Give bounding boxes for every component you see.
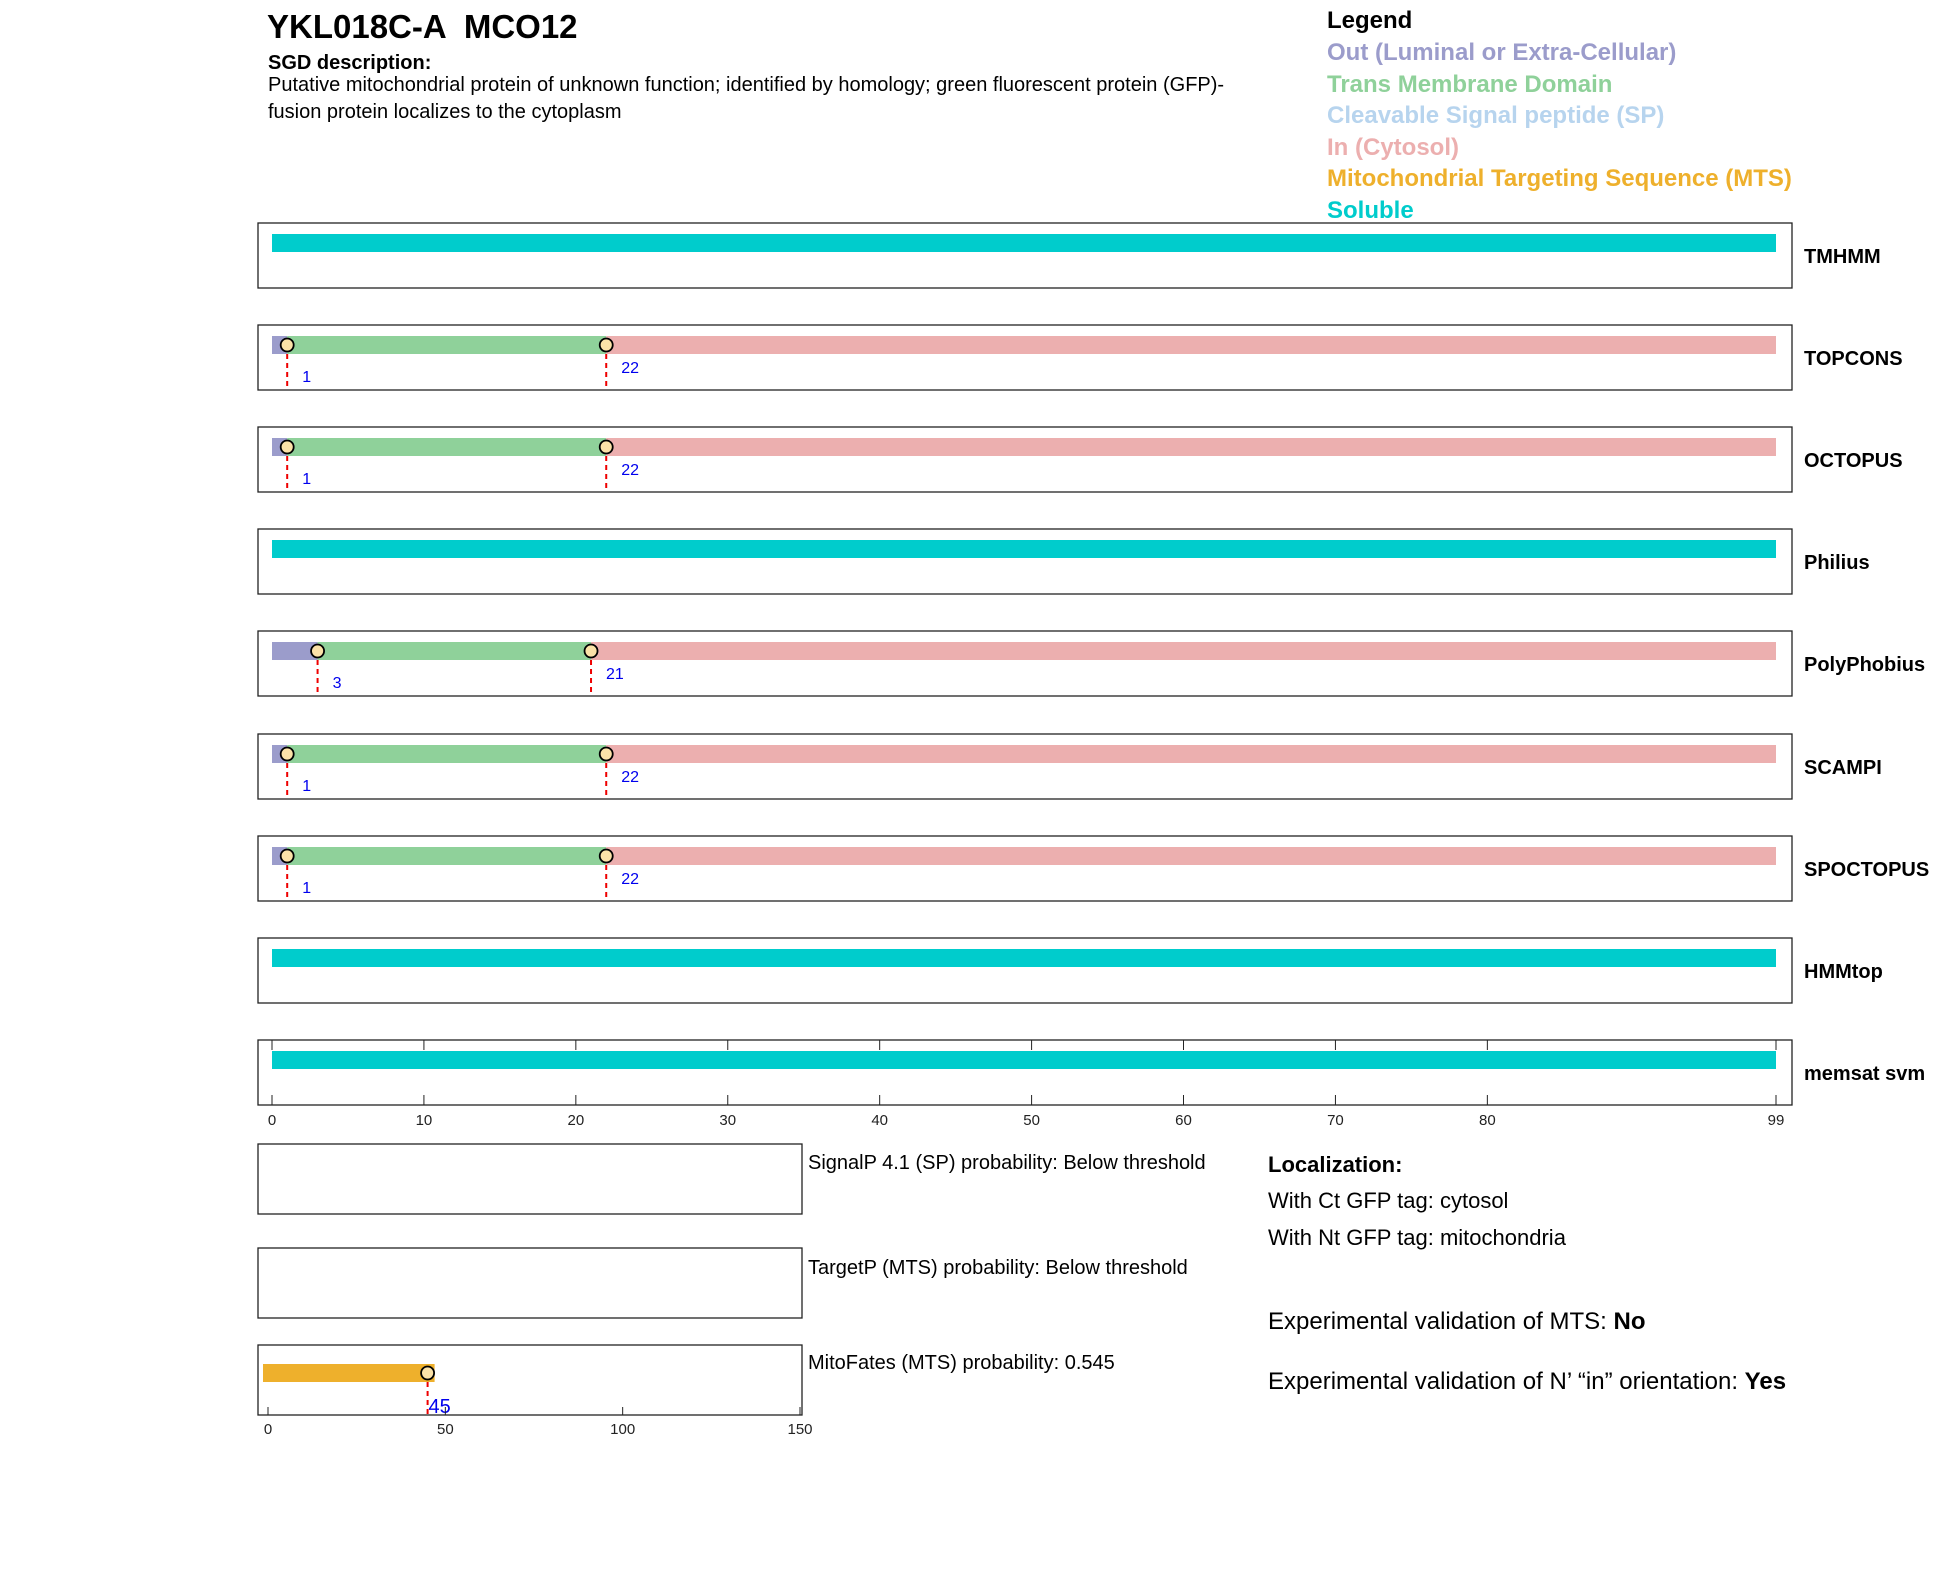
topcons-boundary-marker — [279, 337, 295, 353]
octopus-segment-tm — [287, 438, 607, 456]
memsat-svm-panel — [257, 1039, 1793, 1106]
topcons-segment-tm — [287, 336, 607, 354]
spoctopus-boundary-label: 22 — [621, 871, 639, 888]
octopus-predictor-label: OCTOPUS — [1804, 450, 1903, 472]
validation-orientation-label: Experimental validation of N’ “in” orien… — [1268, 1368, 1745, 1395]
validation-orientation-value: Yes — [1744, 1368, 1787, 1395]
polyphobius-segment-out — [272, 642, 318, 660]
memsat-svm-predictor-label: memsat svm — [1804, 1063, 1925, 1085]
mitofates-x-tick-label: 150 — [787, 1421, 812, 1438]
gene-name: MCO12 — [463, 8, 578, 45]
scampi-predictor-label: SCAMPI — [1804, 757, 1882, 779]
polyphobius-boundary-label: 21 — [606, 666, 624, 683]
tmhmm-panel — [257, 222, 1793, 289]
polyphobius-segment-in — [591, 642, 1776, 660]
signalp-label: SignalP 4.1 (SP) probability: Below thre… — [808, 1152, 1206, 1174]
x-tick-label: 20 — [567, 1112, 584, 1129]
targetp-panel — [257, 1247, 803, 1319]
x-tick-label: 99 — [1768, 1112, 1785, 1129]
x-tick-label: 30 — [719, 1112, 736, 1129]
topcons-panel — [257, 324, 1793, 391]
octopus-boundary-label: 22 — [621, 462, 639, 479]
scampi-boundary-label: 22 — [621, 769, 639, 786]
legend-item-in: In (Cytosol) — [1327, 133, 1459, 161]
x-tick-label: 40 — [871, 1112, 888, 1129]
page-title: YKL018C-A MCO12 — [267, 8, 578, 46]
topcons-boundary-marker — [598, 337, 614, 353]
mitofates-label: MitoFates (MTS) probability: 0.545 — [808, 1352, 1115, 1374]
legend-item-sp: Cleavable Signal peptide (SP) — [1327, 102, 1665, 129]
validation-mts-value: No — [1613, 1308, 1646, 1335]
legend-item-mts: Mitochondrial Targeting Sequence (MTS) — [1327, 165, 1792, 192]
octopus-boundary-marker — [598, 439, 614, 455]
mitofates-x-tick-label: 0 — [264, 1421, 272, 1438]
topcons-predictor-label: TOPCONS — [1804, 348, 1903, 370]
mitofates-boundary-marker — [420, 1365, 436, 1381]
spoctopus-boundary-label: 1 — [302, 880, 311, 897]
localization-ct-gfp: With Ct GFP tag: cytosol — [1268, 1188, 1509, 1213]
mitofates-x-tick-label: 100 — [610, 1421, 635, 1438]
polyphobius-panel — [257, 630, 1793, 697]
spoctopus-boundary-marker — [598, 848, 614, 864]
legend-item-soluble: Soluble — [1327, 196, 1414, 224]
legend-item-tm: Trans Membrane Domain — [1327, 70, 1613, 98]
mitofates-x-tick-label: 50 — [437, 1421, 454, 1438]
polyphobius-boundary-label: 3 — [333, 675, 342, 692]
mitofates-panel — [257, 1344, 803, 1416]
topcons-segment-in — [606, 336, 1777, 354]
scampi-segment-in — [606, 745, 1777, 763]
polyphobius-boundary-marker — [310, 643, 325, 659]
polyphobius-segment-tm — [317, 642, 592, 660]
scampi-panel — [257, 733, 1793, 800]
x-tick-label: 80 — [1479, 1112, 1496, 1129]
philius-panel — [257, 528, 1793, 595]
localization-nt-gfp: With Nt GFP tag: mitochondria — [1268, 1225, 1566, 1250]
x-tick-label: 10 — [416, 1112, 433, 1129]
philius-segment-soluble — [272, 540, 1776, 558]
legend-title: Legend — [1327, 7, 1413, 34]
validation-orientation: Experimental validation of N’ “in” orien… — [1268, 1368, 1786, 1396]
x-tick-label: 60 — [1175, 1112, 1192, 1129]
octopus-boundary-label: 1 — [302, 471, 311, 488]
philius-predictor-label: Philius — [1804, 552, 1870, 574]
memsat-svm-segment-soluble — [272, 1051, 1776, 1069]
spoctopus-segment-tm — [287, 847, 607, 865]
octopus-boundary-marker — [279, 439, 295, 455]
tmhmm-predictor-label: TMHMM — [1804, 246, 1881, 268]
scampi-boundary-label: 1 — [302, 778, 311, 795]
legend-item-out: Out (Luminal or Extra-Cellular) — [1327, 39, 1677, 66]
sgd-heading: SGD description: — [268, 52, 432, 74]
x-tick-label: 0 — [268, 1112, 276, 1129]
spoctopus-boundary-marker — [279, 848, 295, 864]
topcons-boundary-label: 22 — [621, 360, 639, 377]
hmmtop-panel — [257, 937, 1793, 1004]
topcons-boundary-label: 1 — [302, 369, 311, 386]
validation-mts: Experimental validation of MTS: No — [1268, 1308, 1645, 1336]
scampi-boundary-marker — [279, 746, 295, 762]
tmhmm-segment-soluble — [272, 234, 1776, 252]
hmmtop-segment-soluble — [272, 949, 1776, 967]
octopus-segment-in — [606, 438, 1777, 456]
sgd-description: Putative mitochondrial protein of unknow… — [268, 74, 1225, 123]
targetp-label: TargetP (MTS) probability: Below thresho… — [808, 1257, 1188, 1279]
x-tick-label: 70 — [1327, 1112, 1344, 1129]
spoctopus-predictor-label: SPOCTOPUS — [1804, 859, 1929, 881]
polyphobius-predictor-label: PolyPhobius — [1804, 654, 1925, 676]
spoctopus-segment-in — [606, 847, 1777, 865]
scampi-boundary-marker — [598, 746, 614, 762]
mitofates-segment-mts — [263, 1364, 435, 1382]
localization-heading: Localization: — [1268, 1152, 1403, 1177]
hmmtop-predictor-label: HMMtop — [1804, 961, 1883, 983]
signalp-panel — [257, 1143, 803, 1215]
legend: Legend Out (Luminal or Extra-Cellular) T… — [1327, 5, 1792, 226]
spoctopus-panel — [257, 835, 1793, 902]
x-tick-label: 50 — [1023, 1112, 1040, 1129]
mitofates-boundary-label: 45 — [428, 1396, 450, 1418]
gene-id: YKL018C-A — [267, 8, 446, 45]
polyphobius-boundary-marker — [583, 643, 599, 659]
scampi-segment-tm — [287, 745, 607, 763]
validation-mts-label: Experimental validation of MTS: — [1268, 1308, 1614, 1335]
octopus-panel — [257, 426, 1793, 493]
